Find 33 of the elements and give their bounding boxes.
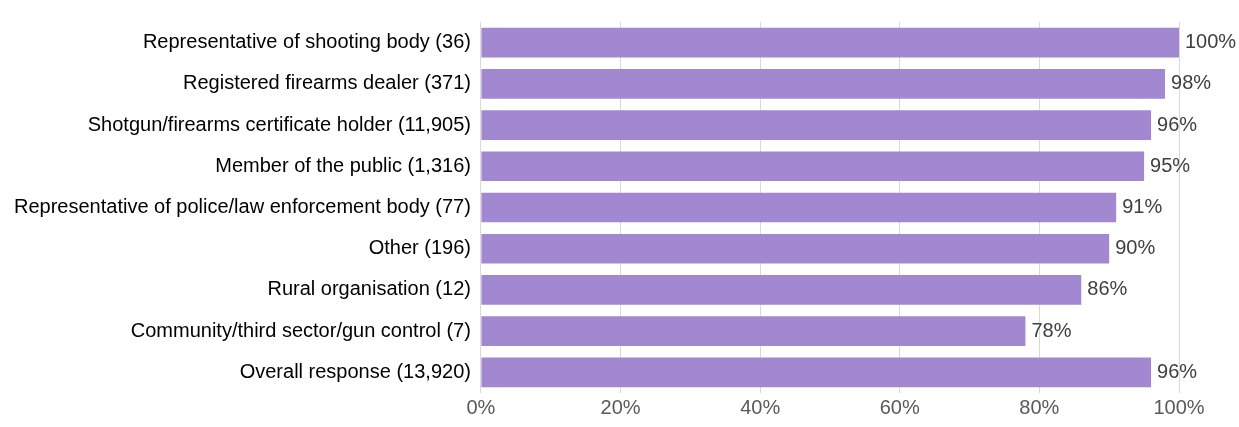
y-tick-label: Community/third sector/gun control (7) <box>130 318 471 341</box>
bar <box>481 233 1110 264</box>
data-label: 90% <box>1115 236 1156 259</box>
y-tick-label: Rural organisation (12) <box>267 277 471 300</box>
bar <box>481 192 1117 223</box>
data-label: 98% <box>1171 71 1212 94</box>
bar <box>481 357 1152 388</box>
bar <box>481 151 1145 182</box>
bar <box>481 316 1026 347</box>
data-label: 96% <box>1157 112 1198 135</box>
bar <box>481 275 1082 305</box>
bar <box>481 68 1166 99</box>
x-tick-label: 60% <box>879 395 920 418</box>
y-tick-label: Registered firearms dealer (371) <box>183 71 471 94</box>
x-tick-label: 100% <box>1153 395 1205 418</box>
y-tick-label: Member of the public (1,316) <box>215 153 471 176</box>
x-tick-label: 20% <box>600 395 641 418</box>
y-tick-label: Shotgun/firearms certificate holder (11,905) <box>87 112 471 135</box>
x-tick-label: 40% <box>740 395 781 418</box>
x-tick-label: 0% <box>466 395 496 418</box>
data-label: 86% <box>1087 277 1128 300</box>
y-tick-label: Representative of shooting body (36) <box>142 30 471 53</box>
y-tick-label: Overall response (13,920) <box>239 359 471 382</box>
data-label: 78% <box>1031 318 1072 341</box>
data-label: 100% <box>1185 30 1237 53</box>
data-label: 91% <box>1122 195 1163 218</box>
y-tick-label: Other (196) <box>368 236 471 259</box>
bar <box>481 110 1152 140</box>
data-label: 96% <box>1157 359 1198 382</box>
bar <box>481 27 1179 58</box>
x-tick-label: 80% <box>1019 395 1060 418</box>
data-label: 95% <box>1150 153 1191 176</box>
y-tick-label: Representative of police/law enforcement body (77) <box>13 195 471 218</box>
